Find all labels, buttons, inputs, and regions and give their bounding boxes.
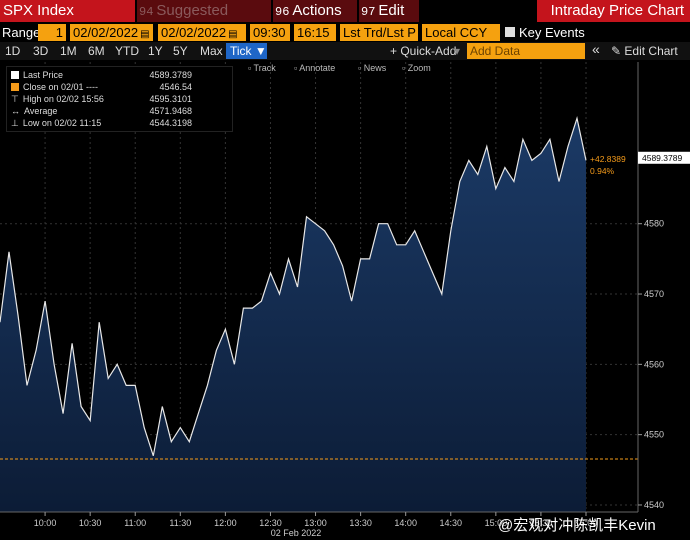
legend-label: Average: [24, 106, 58, 116]
news-label: News: [363, 63, 387, 73]
x-tick-label: 14:00: [394, 518, 417, 528]
edit-chart-button[interactable]: ✎ Edit Chart: [611, 43, 678, 59]
range-button-6m[interactable]: 6M: [88, 44, 105, 58]
track-label: Track: [253, 63, 276, 73]
menu-number: 94: [139, 5, 154, 19]
actions-menu[interactable]: 96 Actions: [273, 0, 357, 22]
window-title: Intraday Price Chart: [537, 0, 690, 22]
legend-low[interactable]: ⊥ Low on 02/02 11:15: [11, 118, 101, 129]
menu-number: 97: [361, 5, 376, 19]
range-label: Range: [2, 25, 41, 40]
range-button-3d[interactable]: 3D: [33, 44, 49, 58]
range-button-1m[interactable]: 1M: [60, 44, 77, 58]
legend-prev-close[interactable]: Close on 02/01 ----: [11, 82, 98, 93]
x-tick-label: 13:00: [304, 518, 327, 528]
x-tick-label: 15:00: [485, 518, 508, 528]
price-mode-select[interactable]: Lst Trd/Lst P: [340, 24, 418, 41]
menu-number: 96: [275, 5, 290, 19]
edit-chart-label: Edit Chart: [624, 44, 678, 58]
x-tick-label: 16:00: [575, 518, 598, 528]
start-date: 02/02/2022: [73, 25, 139, 40]
end-time-field[interactable]: 16:15: [294, 24, 336, 41]
edit-menu[interactable]: 97 Edit: [359, 0, 419, 22]
collapse-icon[interactable]: «: [592, 41, 600, 57]
tick-dropdown[interactable]: Tick ▼: [226, 43, 267, 59]
price-chart[interactable]: 4540 4550 4560 4570 4580 10:00 10:30 11:00 11:30…: [0, 60, 690, 540]
last-price-tag-bg: [638, 151, 690, 164]
legend-value: 4544.3198: [149, 118, 192, 128]
ticker-field[interactable]: SPX Index: [0, 0, 135, 22]
x-tick-label: 11:00: [124, 518, 146, 528]
add-data-input[interactable]: Add Data: [467, 43, 585, 59]
quick-add-button[interactable]: + Quick-Add: [390, 44, 457, 58]
change-pct-label: 0.94%: [590, 166, 615, 176]
end-date-field[interactable]: 02/02/2022 ▤: [158, 24, 246, 41]
legend-swatch: [11, 71, 19, 79]
legend-value: 4571.9468: [149, 106, 192, 116]
y-tick-label: 4550: [644, 430, 664, 440]
menu-label: Edit: [378, 2, 405, 19]
legend-value: 4589.3789: [149, 70, 192, 80]
pencil-icon: ✎: [611, 44, 622, 58]
change-abs-label: +42.8389: [590, 154, 626, 164]
y-tick-label: 4580: [644, 219, 664, 229]
range-value-field[interactable]: 1: [38, 24, 66, 41]
key-events-checkbox[interactable]: [505, 27, 515, 37]
price-line: [0, 115, 587, 456]
high-marker-icon: ⊤: [11, 94, 19, 104]
news-tool[interactable]: ▫ News: [358, 63, 387, 73]
legend-label: High on 02/02 15:56: [22, 94, 104, 104]
x-tick-label: 15:30: [530, 518, 553, 528]
x-tick-label: 12:00: [214, 518, 237, 528]
legend-label: Last Price: [23, 70, 64, 80]
low-marker-icon: ⊥: [11, 118, 19, 128]
range-button-max[interactable]: Max: [200, 44, 223, 58]
end-date: 02/02/2022: [161, 25, 227, 40]
x-axis-date-label: 02 Feb 2022: [271, 528, 322, 538]
legend-last-price[interactable]: Last Price: [11, 70, 63, 81]
x-tick-label: 10:30: [79, 518, 102, 528]
annotate-label: Annotate: [299, 63, 336, 73]
range-button-5y[interactable]: 5Y: [173, 44, 188, 58]
last-price-tag: 4589.3789: [642, 153, 682, 163]
x-tick-label: 10:00: [34, 518, 57, 528]
legend-value: 4546.54: [159, 82, 192, 92]
x-tick-label: 13:30: [349, 518, 372, 528]
zoom-label: Zoom: [407, 63, 431, 73]
zoom-tool[interactable]: ▫ Zoom: [402, 63, 431, 73]
track-tool[interactable]: ▫ Track: [248, 63, 276, 73]
key-events-label: Key Events: [519, 25, 585, 40]
y-tick-label: 4540: [644, 500, 664, 510]
watermark: @宏观对冲陈凯丰Kevin: [498, 517, 656, 534]
legend-swatch: [11, 83, 19, 91]
x-tick-label: 11:30: [169, 518, 191, 528]
legend-average[interactable]: ↔ Average: [11, 106, 57, 117]
chevron-down-icon: ▼: [254, 44, 267, 58]
start-time-field[interactable]: 09:30: [250, 24, 290, 41]
legend-label: Low on 02/02 11:15: [22, 118, 102, 128]
menu-label: Actions: [292, 2, 342, 19]
x-tick-label: 14:30: [440, 518, 463, 528]
range-button-1d[interactable]: 1D: [5, 44, 21, 58]
quick-add-arrow-icon[interactable]: ▾: [454, 44, 461, 58]
y-tick-label: 4560: [644, 359, 664, 369]
start-date-field[interactable]: 02/02/2022 ▤: [70, 24, 153, 41]
range-button-ytd[interactable]: YTD: [115, 44, 139, 58]
calendar-icon[interactable]: ▤: [228, 29, 238, 40]
legend-label: Close on 02/01 ----: [23, 82, 99, 92]
legend-high[interactable]: ⊤ High on 02/02 15:56: [11, 94, 104, 105]
currency-select[interactable]: Local CCY: [422, 24, 500, 41]
tick-label: Tick: [230, 44, 252, 58]
legend-value: 4595.3101: [149, 94, 192, 104]
price-area-fill: [0, 118, 586, 513]
y-tick-label: 4570: [644, 289, 664, 299]
annotate-tool[interactable]: ▫ Annotate: [294, 63, 336, 73]
x-tick-label: 12:30: [259, 518, 282, 528]
calendar-icon[interactable]: ▤: [140, 29, 150, 40]
chart-legend: Last Price 4589.3789 Close on 02/01 ----…: [6, 66, 233, 132]
average-marker-icon: ↔: [11, 106, 20, 116]
range-button-1y[interactable]: 1Y: [148, 44, 163, 58]
